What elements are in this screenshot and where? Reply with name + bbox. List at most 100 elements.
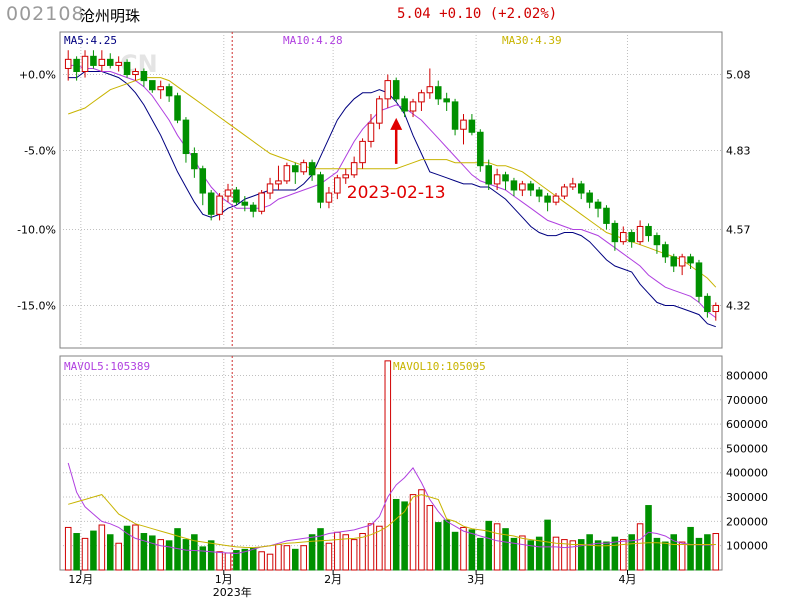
ma30-legend: MA30:4.39 xyxy=(502,34,562,47)
volume-bar xyxy=(662,541,669,571)
candle-body xyxy=(292,165,299,173)
volume-bar xyxy=(123,525,131,571)
candle-body xyxy=(628,232,635,243)
candle-body xyxy=(434,86,442,100)
candle-body xyxy=(165,86,173,97)
volume-bar xyxy=(241,548,249,571)
volume-bar xyxy=(451,531,459,571)
candle-body xyxy=(527,183,535,191)
volume-axis-tick: 600000 xyxy=(726,418,768,431)
volume-bar xyxy=(535,536,543,571)
left-axis-tick: -15.0% xyxy=(17,299,56,312)
volume-bar xyxy=(191,534,198,571)
candle-body xyxy=(317,174,324,203)
candle-body xyxy=(241,201,249,206)
candle-body xyxy=(519,183,526,191)
volume-bar xyxy=(704,534,711,571)
annotation-date-label: 2023-02-13 xyxy=(347,183,446,203)
volume-bar xyxy=(594,540,602,571)
candle-body xyxy=(561,186,568,197)
volume-axis-tick: 200000 xyxy=(726,515,768,528)
candle-body xyxy=(367,122,375,142)
volume-bar xyxy=(712,533,720,571)
candle-body xyxy=(266,183,274,194)
candle-body xyxy=(140,71,148,82)
volume-axis-tick: 500000 xyxy=(726,442,768,455)
candle-body xyxy=(485,165,492,185)
volume-bar xyxy=(468,529,476,571)
candle-body xyxy=(258,192,265,212)
ma5-legend: MA5:4.25 xyxy=(64,34,117,47)
candle-body xyxy=(687,256,694,264)
volume-bar xyxy=(670,534,678,571)
volume-bar xyxy=(106,534,114,571)
candle-body xyxy=(401,98,408,112)
volume-bar xyxy=(165,540,173,571)
volume-bar xyxy=(678,541,686,571)
volume-bar xyxy=(569,540,577,571)
volume-bar xyxy=(317,528,324,571)
month-label: 2月 xyxy=(324,573,342,586)
candle-body xyxy=(468,119,476,133)
volume-bar xyxy=(519,535,526,571)
month-label: 1月 xyxy=(215,573,233,586)
candle-body xyxy=(216,195,223,215)
volume-bar xyxy=(434,522,442,571)
volume-bar xyxy=(64,526,72,571)
ma10-legend: MA10:4.28 xyxy=(283,34,343,47)
candle-body xyxy=(426,86,434,94)
volume-bar xyxy=(334,531,341,571)
volume-bar xyxy=(81,537,89,571)
right-axis-tick: 4.83 xyxy=(726,145,751,158)
volume-bar xyxy=(577,539,585,571)
candle-body xyxy=(106,58,114,66)
candle-body xyxy=(199,168,207,194)
candle-body xyxy=(544,195,551,203)
candle-body xyxy=(308,162,316,176)
candle-body xyxy=(712,304,720,313)
volume-bar xyxy=(207,540,215,571)
price-quote: 5.04 +0.10 (+2.02%) xyxy=(397,6,557,22)
volume-bar xyxy=(645,505,652,571)
volume-bar xyxy=(611,536,619,571)
candle-body xyxy=(653,235,661,246)
volume-bar xyxy=(620,539,627,571)
candle-body xyxy=(174,95,181,121)
volume-axis-tick: 800000 xyxy=(726,369,768,382)
candle-body xyxy=(98,58,106,66)
volume-axis-tick: 300000 xyxy=(726,491,768,504)
volume-bar xyxy=(325,542,333,571)
stock-name: 沧州明珠 xyxy=(80,7,141,25)
volume-bar xyxy=(182,539,190,571)
ma-line-ma5 xyxy=(68,71,716,328)
volume-bar xyxy=(283,545,291,571)
month-label: 4月 xyxy=(618,573,636,586)
candle-body xyxy=(376,98,383,124)
volume-bar xyxy=(392,498,400,571)
candle-body xyxy=(586,192,593,203)
volume-bar xyxy=(586,534,593,571)
volume-axis-tick: 700000 xyxy=(726,394,768,407)
candle-body xyxy=(477,131,484,167)
volume-bar xyxy=(149,535,156,571)
candle-body xyxy=(207,192,215,215)
candle-body xyxy=(300,162,307,173)
candle-body xyxy=(443,98,450,103)
volume-bar xyxy=(98,524,106,571)
month-label: 12月 xyxy=(68,573,93,586)
candle-body xyxy=(603,207,610,224)
left-axis-tick: -5.0% xyxy=(24,145,56,158)
candle-body xyxy=(577,183,585,194)
candle-body xyxy=(384,80,392,100)
candle-body xyxy=(678,256,686,267)
candle-body xyxy=(283,165,291,182)
volume-bar xyxy=(603,541,610,571)
candle-body xyxy=(636,225,644,243)
candle-body xyxy=(704,295,711,313)
candle-body xyxy=(392,80,400,100)
volume-bar xyxy=(367,523,375,571)
volume-bar xyxy=(510,537,518,571)
volume-bar xyxy=(485,520,492,571)
candle-body xyxy=(569,183,577,188)
